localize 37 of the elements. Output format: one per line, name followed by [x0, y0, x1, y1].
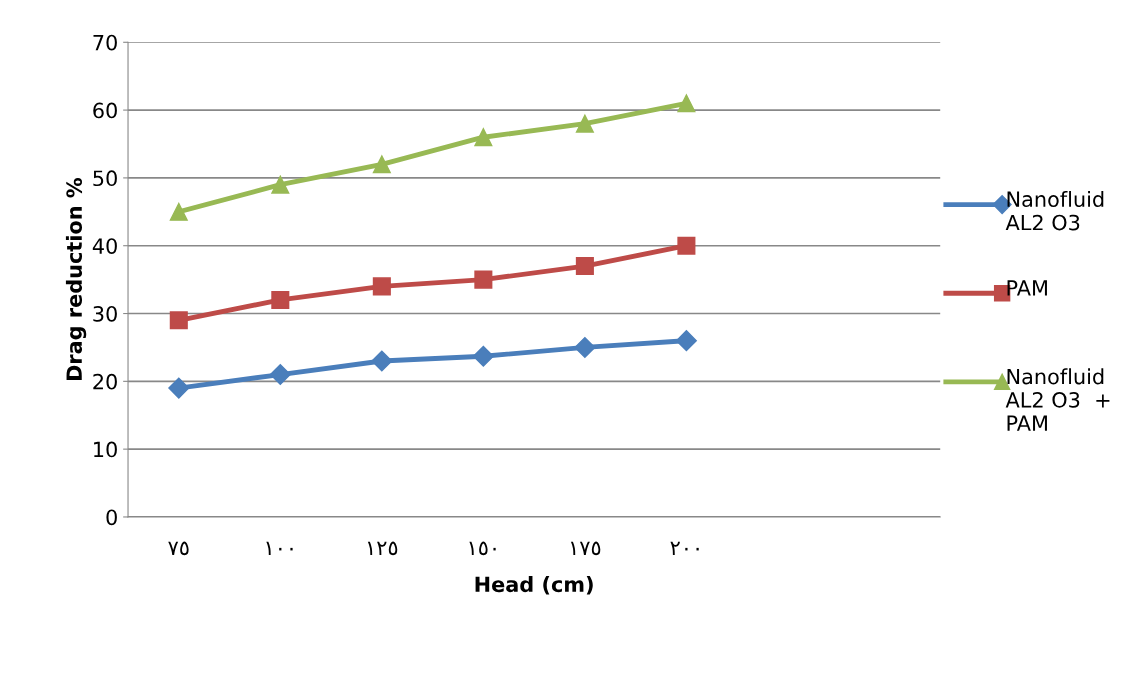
point	[472, 345, 494, 367]
y-tick-label: 60	[93, 102, 117, 119]
point	[371, 350, 393, 372]
y-tick-label: 20	[93, 373, 117, 390]
point	[271, 175, 290, 194]
x-tick-label: ٢٠٠	[670, 541, 699, 556]
x-tick-label: ١٢٥	[367, 541, 398, 556]
point	[474, 270, 493, 289]
point	[169, 311, 188, 330]
x-tick-label: ١٠٠	[266, 541, 293, 556]
y-tick-label: 40	[92, 238, 117, 254]
point	[271, 290, 290, 309]
x-tick-label: ١٧٥	[570, 541, 601, 556]
y-axis-title: Drag reduction %	[65, 177, 87, 381]
point	[575, 257, 594, 276]
legend-label: Nanofluid AL2 O3 + PAM	[1005, 368, 1110, 431]
point	[269, 364, 291, 386]
point	[372, 277, 391, 296]
point	[168, 377, 190, 399]
point	[677, 94, 696, 113]
point	[574, 336, 596, 358]
y-tick-label: 10	[94, 441, 117, 458]
x-tick-label: ١٥٠	[469, 541, 496, 556]
x-axis-title: Head (cm)	[475, 576, 593, 595]
y-tick-label: 50	[93, 170, 117, 187]
legend-label: PAM	[1007, 280, 1047, 296]
point	[169, 202, 188, 221]
point	[677, 236, 696, 255]
x-tick-label: ٧٥	[168, 541, 189, 556]
legend-label: Nanofluid AL2 O3	[1005, 190, 1104, 231]
y-tick-label: 0	[106, 509, 117, 526]
point	[575, 114, 594, 133]
point	[474, 128, 493, 147]
y-tick-label: 70	[93, 34, 117, 51]
y-tick-label: 30	[93, 305, 117, 322]
point	[675, 330, 697, 352]
point	[372, 155, 391, 174]
